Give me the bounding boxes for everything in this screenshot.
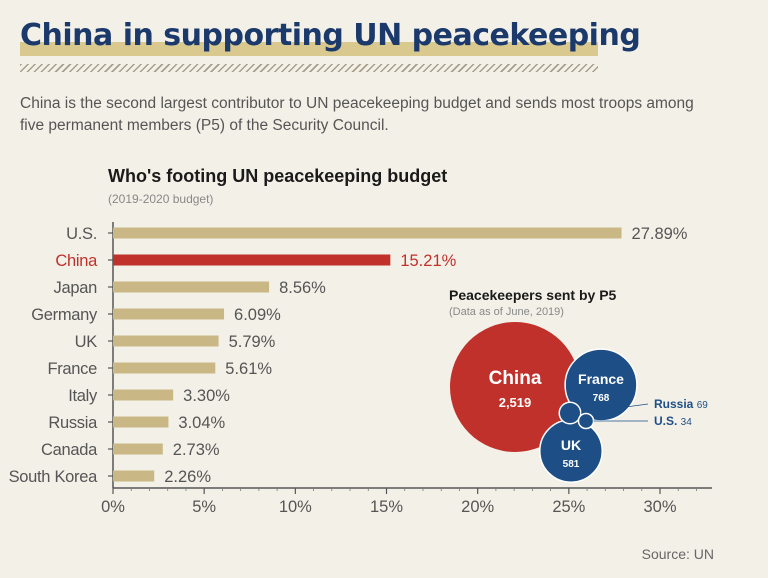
- bar-value-label: 5.61%: [225, 360, 272, 378]
- x-tick-label: 0%: [101, 498, 125, 516]
- x-tick-label: 20%: [461, 498, 494, 516]
- bar-value-label: 2.26%: [164, 468, 211, 486]
- category-label: Italy: [68, 387, 98, 405]
- source-note: Source: UN: [641, 546, 714, 562]
- category-label: Japan: [54, 279, 98, 297]
- bar-value-label: 2.73%: [173, 441, 220, 459]
- bubble-chart-subtitle: (Data as of June, 2019): [449, 306, 564, 318]
- bar-value-label: 3.30%: [183, 387, 230, 405]
- bar: [113, 362, 216, 374]
- category-label: UK: [75, 333, 98, 351]
- leader-line: [580, 403, 649, 414]
- bubble-name-label: Russia: [654, 397, 697, 411]
- title-underline-bar: [20, 42, 598, 56]
- x-tick-label: 30%: [643, 498, 676, 516]
- bar-value-label: 5.79%: [229, 333, 276, 351]
- bar: [113, 308, 225, 320]
- bar: [113, 254, 391, 266]
- bar-value-label: 27.89%: [632, 225, 688, 243]
- hatch-divider: [20, 64, 598, 72]
- bubble: [558, 401, 582, 425]
- x-tick-label: 5%: [192, 498, 216, 516]
- bar-value-label: 8.56%: [279, 279, 326, 297]
- category-label: Canada: [41, 441, 98, 459]
- bar: [113, 470, 155, 482]
- bubble-name-label: China: [489, 368, 542, 389]
- bar: [113, 227, 622, 239]
- bar: [113, 281, 270, 293]
- bar-chart-title: Who's footing UN peacekeeping budget: [108, 166, 448, 186]
- bar: [113, 389, 174, 401]
- x-tick-label: 25%: [552, 498, 585, 516]
- bubble-value-label: 768: [593, 393, 610, 404]
- x-tick-label: 15%: [370, 498, 403, 516]
- category-label: China: [55, 252, 98, 270]
- bar: [113, 443, 163, 455]
- bar-value-label: 3.04%: [178, 414, 225, 432]
- bubble-name-label: U.S.: [654, 414, 681, 428]
- bubble-value-label: 34: [681, 417, 693, 428]
- small-bubble-label: U.S. 34: [654, 414, 692, 428]
- bar: [113, 335, 219, 347]
- category-label: France: [47, 360, 97, 378]
- bubble-name-label: France: [578, 371, 624, 387]
- category-label: Germany: [31, 306, 98, 324]
- category-label: U.S.: [66, 225, 97, 243]
- bubble: [450, 322, 580, 452]
- bubble-value-label: 2,519: [499, 395, 532, 410]
- bar: [113, 416, 169, 428]
- title-block: China in supporting UN peacekeeping: [20, 18, 641, 56]
- category-label: South Korea: [9, 468, 99, 486]
- bar-value-label: 15.21%: [400, 252, 456, 270]
- intro-text: China is the second largest contributor …: [20, 95, 694, 134]
- bubble-name-label: UK: [561, 437, 581, 453]
- category-label: Russia: [48, 414, 98, 432]
- page-title: China in supporting UN peacekeeping: [20, 18, 641, 53]
- bubble-value-label: 69: [697, 400, 709, 411]
- bubble-value-label: 581: [563, 459, 580, 470]
- bar-value-label: 6.09%: [234, 306, 281, 324]
- bar-chart-subtitle: (2019-2020 budget): [108, 192, 214, 206]
- x-tick-label: 10%: [279, 498, 312, 516]
- small-bubble-label: Russia 69: [654, 397, 708, 411]
- bubble: [577, 412, 595, 430]
- bubble-chart-title: Peacekeepers sent by P5: [449, 287, 617, 303]
